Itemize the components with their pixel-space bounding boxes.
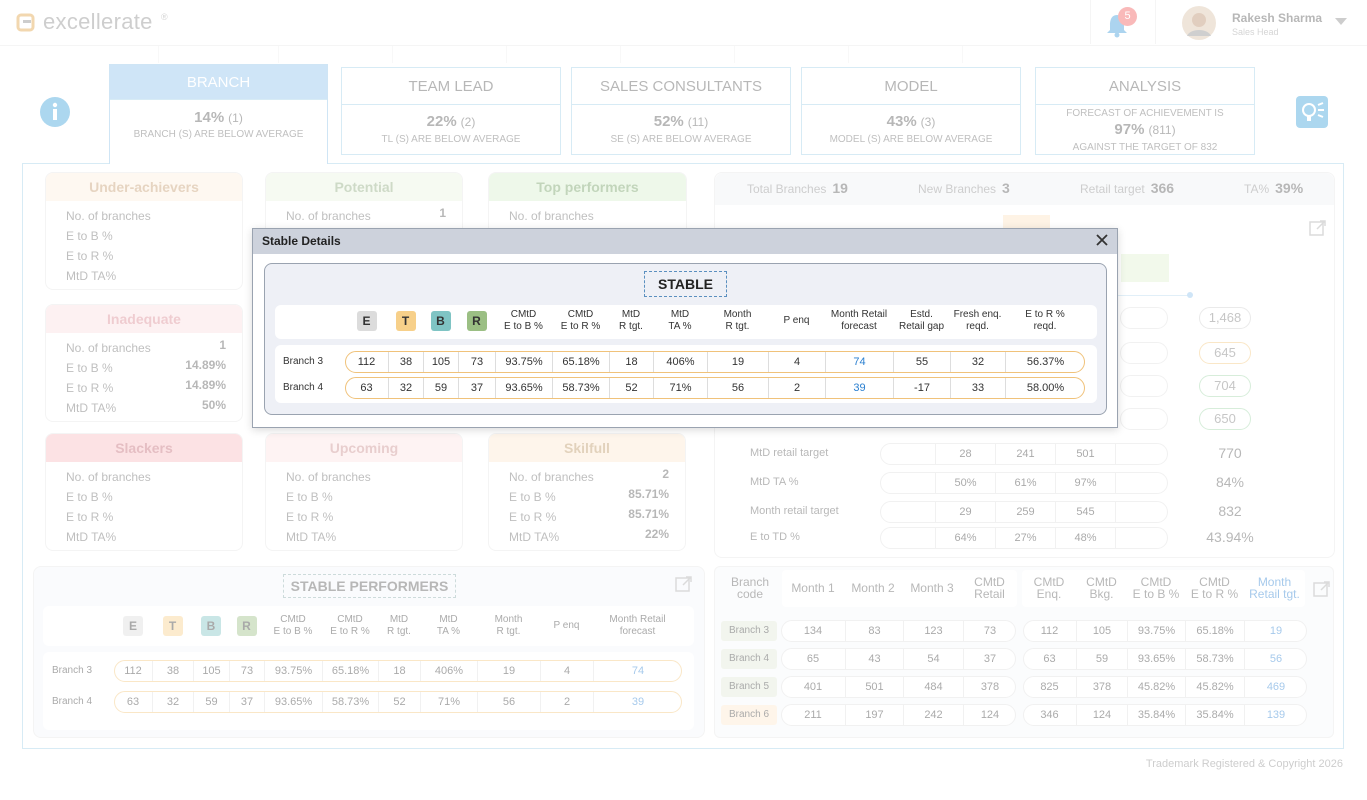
table-cell: 112 [357, 356, 376, 368]
column-header: Month R tgt. [723, 309, 752, 332]
table-cell: 33 [950, 378, 1005, 398]
table-cell: 74 [825, 352, 893, 372]
table-cell: 32 [950, 352, 1005, 372]
table-cell: -17 [893, 378, 950, 398]
table-cell: 65.18% [552, 352, 609, 372]
modal-close[interactable] [1095, 233, 1109, 247]
table-cell: 59 [423, 378, 458, 398]
table-cell: 71% [653, 378, 707, 398]
column-header: Estd. Retail gap [898, 309, 945, 332]
column-header: E to R % reqd. [1025, 309, 1065, 332]
table-cell: 58.00% [1005, 378, 1085, 398]
table-cell: 52 [609, 378, 653, 398]
column-badge: E [356, 311, 377, 331]
table-cell: 2 [768, 378, 825, 398]
table-cell: 63 [360, 382, 373, 394]
table-cell: 56 [707, 378, 768, 398]
table-cell: 32 [388, 378, 423, 398]
modal-title-bar [253, 229, 1117, 254]
table-cell: 19 [707, 352, 768, 372]
column-header: CMtD E to R % [560, 309, 601, 332]
table-cell: 93.75% [495, 352, 552, 372]
row-name: Branch 4 [283, 382, 324, 393]
table-cell: 73 [458, 352, 495, 372]
table-cell: 406% [653, 352, 707, 372]
row-name: Branch 3 [283, 356, 324, 367]
column-header: Month Retail forecast [830, 309, 888, 332]
table-cell: 56.37% [1005, 352, 1085, 372]
column-badge: R [466, 311, 487, 331]
table-cell: 93.65% [495, 378, 552, 398]
table-cell: 105 [423, 352, 458, 372]
column-header: MtD TA % [668, 309, 692, 332]
row-pill [345, 351, 1085, 373]
column-header: CMtD E to B % [504, 309, 543, 332]
column-header: Fresh enq. reqd. [953, 309, 1002, 332]
table-cell: 39 [825, 378, 893, 398]
table-cell: 18 [609, 352, 653, 372]
table-cell: 37 [458, 378, 495, 398]
table-cell: 55 [893, 352, 950, 372]
table-cell: 4 [768, 352, 825, 372]
modal-heading: STABLE [644, 271, 727, 297]
column-badge: T [395, 311, 416, 331]
column-badge: B [430, 311, 451, 331]
modal-title: Stable Details [262, 234, 341, 248]
table-cell: 38 [388, 352, 423, 372]
column-header: MtD R tgt. [619, 309, 643, 332]
column-header: P enq [783, 315, 810, 326]
row-pill [345, 377, 1085, 399]
table-cell: 58.73% [552, 378, 609, 398]
